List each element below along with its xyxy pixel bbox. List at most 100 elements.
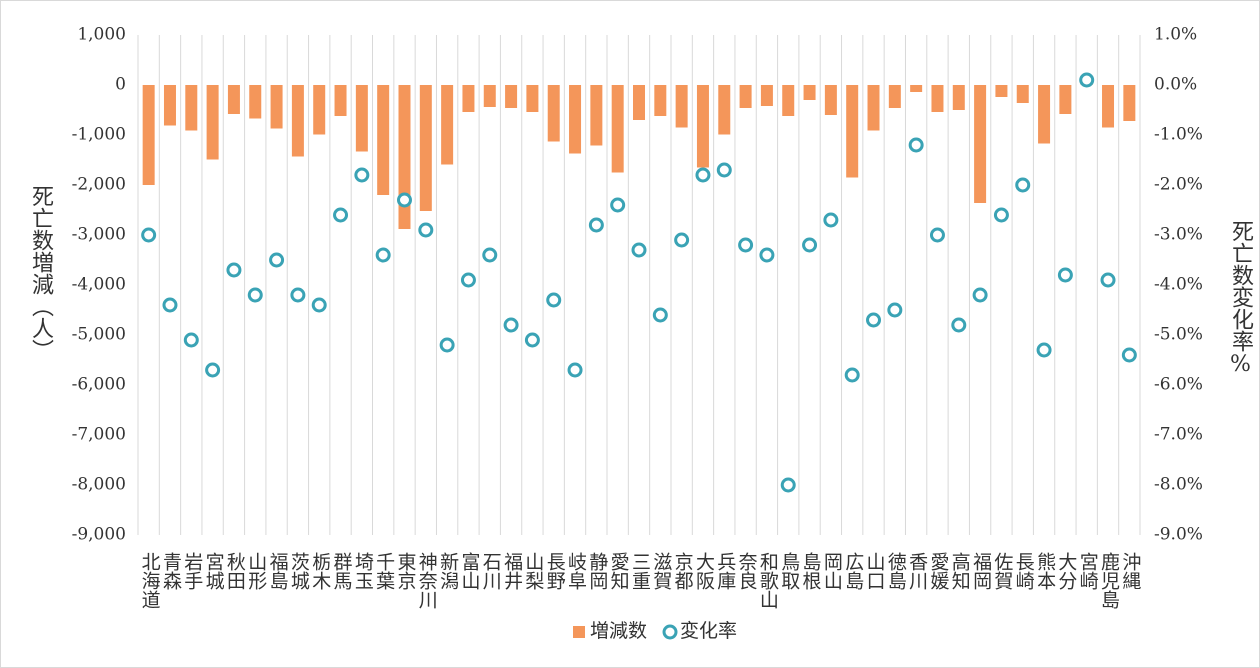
- bar: [185, 85, 198, 131]
- bar: [355, 85, 368, 152]
- x-tick-label: 広島: [842, 552, 864, 591]
- point: [823, 212, 839, 228]
- y2-tick-label: -3.0%: [1154, 225, 1203, 245]
- bar: [313, 85, 326, 135]
- point: [141, 227, 157, 243]
- bar: [888, 85, 901, 108]
- point: [993, 207, 1009, 223]
- x-tick-label: 島根: [800, 552, 822, 590]
- y-tick-label: -2,000: [72, 175, 126, 195]
- x-tick-label: 愛媛: [927, 552, 949, 590]
- x-tick-label: 新潟: [437, 552, 459, 590]
- x-tick-label: 東京: [394, 552, 416, 591]
- point: [546, 292, 562, 308]
- x-tick-label: 千葉: [373, 552, 395, 590]
- bar: [334, 85, 347, 116]
- bar: [142, 85, 155, 185]
- point: [588, 217, 604, 233]
- point: [503, 317, 519, 333]
- bar: [803, 85, 816, 100]
- bar: [206, 85, 219, 160]
- x-tick-label: 岩手: [181, 552, 203, 590]
- point: [695, 167, 711, 183]
- point: [567, 362, 583, 378]
- y2-tick-label: -4.0%: [1154, 275, 1203, 295]
- bar: [995, 85, 1008, 97]
- point: [354, 167, 370, 183]
- point: [439, 337, 455, 353]
- x-tick-label: 長野: [544, 552, 566, 590]
- bar: [611, 85, 624, 173]
- point: [226, 262, 242, 278]
- bar: [633, 85, 645, 120]
- x-tick-label: 埼玉: [352, 552, 374, 590]
- point: [333, 207, 349, 223]
- bar: [590, 85, 603, 146]
- point: [759, 247, 775, 263]
- x-tick-label: 佐賀: [991, 552, 1013, 590]
- x-tick-label: 徳島: [885, 552, 907, 591]
- point: [247, 287, 263, 303]
- x-tick-label: 宮崎: [1077, 552, 1099, 590]
- x-tick-label: 群馬: [331, 552, 353, 590]
- x-tick-label: 静岡: [586, 552, 608, 590]
- y-tick-label: -3,000: [72, 225, 126, 245]
- bar: [526, 85, 539, 112]
- y-tick-label: 1,000: [77, 25, 126, 45]
- bar: [441, 85, 454, 165]
- y-tick-label: -7,000: [72, 425, 126, 445]
- y2-tick-label: -5.0%: [1154, 325, 1203, 345]
- x-tick-label: 山口: [864, 552, 886, 590]
- y-tick-label: -5,000: [72, 325, 126, 345]
- point: [738, 237, 754, 253]
- x-tick-label: 石川: [480, 552, 502, 590]
- bar: [291, 85, 304, 157]
- legend-label: 増減数: [590, 620, 647, 642]
- x-tick-label: 高知: [949, 552, 971, 590]
- point: [887, 302, 903, 318]
- y2-tick-label: -7.0%: [1154, 425, 1203, 445]
- x-tick-label: 岡山: [821, 552, 843, 590]
- bar: [760, 85, 773, 106]
- x-tick-label: 福島: [267, 552, 289, 591]
- y2-tick-label: -1.0%: [1154, 125, 1203, 145]
- bar: [505, 85, 518, 108]
- bar: [419, 85, 432, 211]
- point: [631, 242, 647, 258]
- point: [908, 137, 924, 153]
- y2-tick-label: 1.0%: [1154, 25, 1197, 45]
- x-tick-label: 大阪: [693, 552, 715, 590]
- x-tick-label: 秋田: [224, 552, 246, 590]
- point: [716, 162, 732, 178]
- point: [610, 197, 626, 213]
- x-tick-label: 京都: [672, 552, 694, 590]
- bar: [910, 85, 923, 92]
- point: [311, 297, 327, 313]
- bar: [696, 85, 709, 168]
- x-tick-label: 和歌山: [757, 552, 779, 609]
- y-axis-title: 死亡数増減（人）: [28, 185, 54, 361]
- point: [205, 362, 221, 378]
- x-tick-label: 三重: [629, 552, 651, 590]
- y2-axis-title: 死亡数変化率%: [1228, 220, 1254, 377]
- y2-tick-label: -9.0%: [1154, 525, 1203, 545]
- x-tick-label: 茨城: [288, 552, 310, 590]
- point: [929, 227, 945, 243]
- point: [972, 287, 988, 303]
- x-tick-label: 山梨: [522, 552, 544, 590]
- x-tick-label: 長崎: [1013, 552, 1035, 590]
- x-tick-label: 大分: [1055, 552, 1077, 590]
- bar: [974, 85, 987, 203]
- y2-tick-label: -8.0%: [1154, 475, 1203, 495]
- x-tick-label: 岐阜: [565, 552, 587, 590]
- legend-label: 変化率: [680, 620, 737, 642]
- point: [951, 317, 967, 333]
- bar: [782, 85, 795, 116]
- point: [844, 367, 860, 383]
- y-tick-label: -4,000: [72, 275, 126, 295]
- legend-swatch: [573, 626, 585, 638]
- point: [866, 312, 882, 328]
- bar: [249, 85, 262, 119]
- point: [482, 247, 498, 263]
